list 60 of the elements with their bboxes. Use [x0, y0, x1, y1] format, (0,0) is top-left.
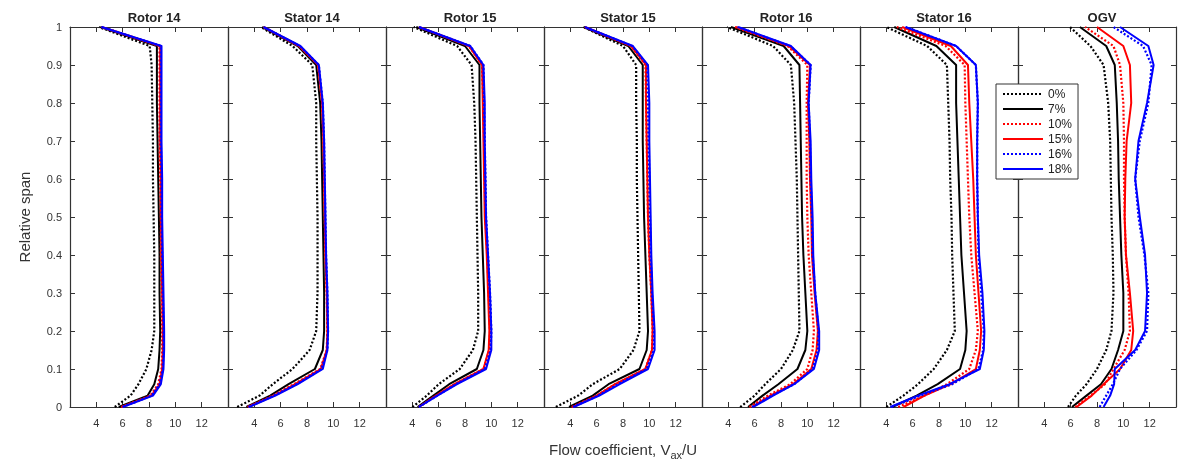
y-tick-label: 0.2 [46, 325, 62, 337]
y-tick-label: 0.7 [46, 135, 62, 147]
y-tick-label: 0.4 [46, 249, 62, 261]
x-tick-label: 6 [119, 416, 126, 429]
x-tick-label: 10 [169, 416, 182, 429]
x-tick-label: 10 [643, 416, 656, 429]
x-tick-label: 10 [801, 416, 814, 429]
x-tick-label: 10 [1117, 416, 1130, 429]
y-tick-label: 0.6 [46, 173, 62, 185]
y-tick-label: 0.8 [46, 97, 62, 109]
chart-title: Rotor 15 [443, 10, 497, 25]
legend-label: 0% [1048, 87, 1066, 101]
y-tick-label: 0.9 [46, 59, 62, 71]
x-tick-label: 8 [461, 416, 469, 429]
chart-title: Rotor 14 [127, 10, 182, 25]
legend-label: 7% [1048, 102, 1066, 116]
x-tick-label: 8 [303, 416, 311, 429]
y-tick-label: 0 [55, 401, 62, 413]
x-tick-label: 6 [277, 416, 284, 429]
x-tick-label: 6 [435, 416, 442, 429]
y-axis-title: Relative span [16, 171, 33, 263]
legend-label: 18% [1048, 162, 1073, 176]
x-tick-label: 8 [935, 416, 943, 429]
x-tick-label: 12 [195, 416, 208, 429]
x-tick-label: 10 [327, 416, 340, 429]
x-tick-label: 6 [593, 416, 600, 429]
x-tick-label: 6 [751, 416, 758, 429]
chart-title: Stator 15 [600, 10, 656, 25]
x-tick-label: 4 [409, 416, 416, 429]
x-tick-label: 4 [567, 416, 574, 429]
x-tick-label: 12 [1143, 416, 1156, 429]
chart-title: Rotor 16 [759, 10, 813, 25]
chart-title: OGV [1087, 10, 1117, 25]
x-tick-label: 12 [985, 416, 998, 429]
x-tick-label: 4 [251, 416, 258, 429]
x-tick-label: 8 [777, 416, 785, 429]
x-tick-label: 12 [827, 416, 840, 429]
y-tick-label: 0.5 [46, 211, 62, 223]
x-tick-label: 12 [511, 416, 524, 429]
x-tick-label: 8 [619, 416, 627, 429]
x-tick-label: 8 [1093, 416, 1101, 429]
x-tick-label: 4 [1041, 416, 1048, 429]
chart-title: Stator 16 [916, 10, 972, 25]
x-tick-label: 12 [669, 416, 682, 429]
x-tick-label: 12 [353, 416, 366, 429]
x-tick-label: 4 [93, 416, 100, 429]
x-tick-label: 6 [1067, 416, 1074, 429]
legend-label: 15% [1048, 132, 1073, 146]
x-tick-label: 10 [485, 416, 498, 429]
legend-label: 10% [1048, 117, 1073, 131]
x-tick-label: 10 [959, 416, 972, 429]
legend-label: 16% [1048, 147, 1073, 161]
y-tick-label: 1 [55, 21, 62, 33]
y-tick-label: 0.3 [46, 287, 62, 299]
x-tick-label: 6 [909, 416, 916, 429]
x-tick-label: 4 [883, 416, 890, 429]
chart-title: Stator 14 [284, 10, 341, 25]
x-tick-label: 4 [725, 416, 732, 429]
y-tick-label: 0.1 [46, 363, 62, 375]
x-tick-label: 8 [145, 416, 153, 429]
